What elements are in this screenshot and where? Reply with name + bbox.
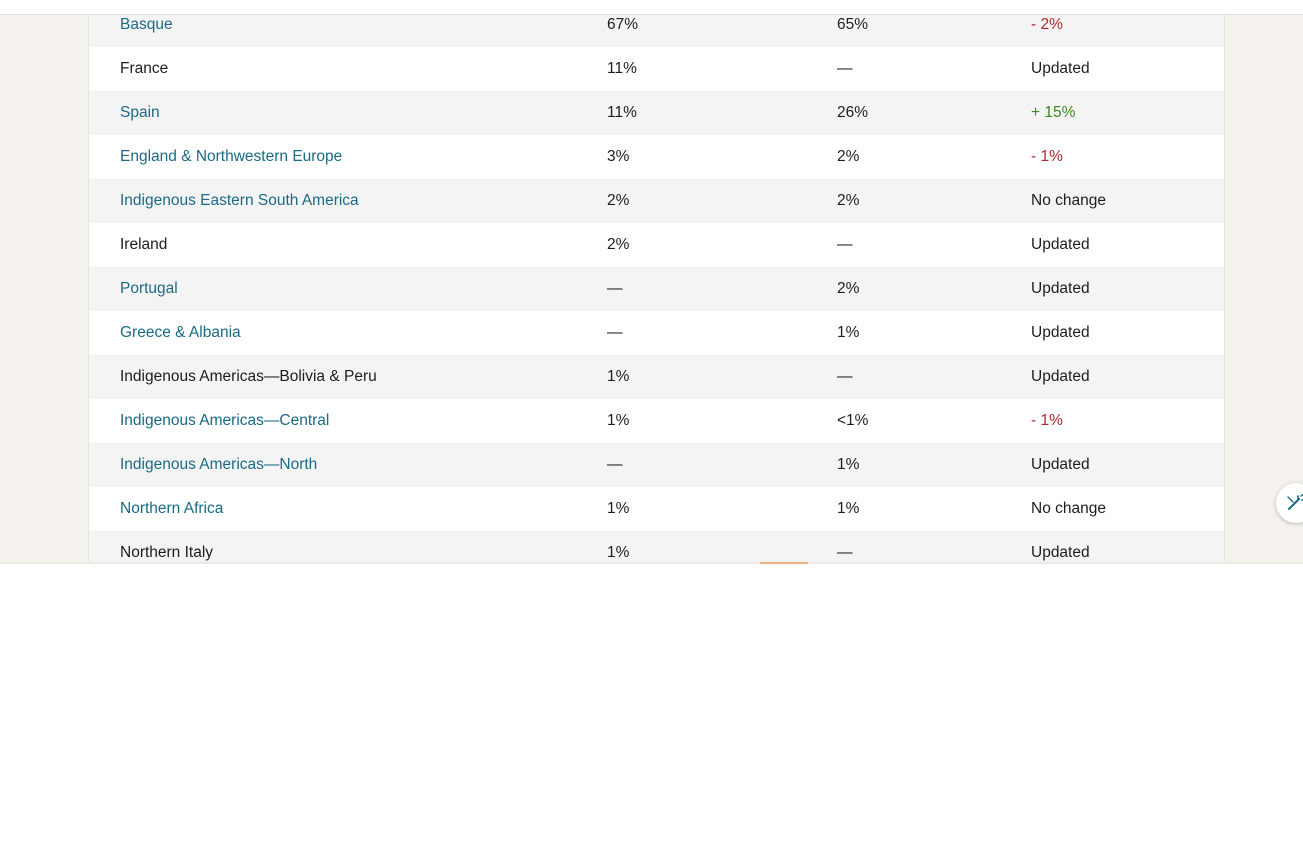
table-row: France 11% — Updated bbox=[89, 47, 1224, 91]
previous-estimate: 2% bbox=[607, 236, 630, 253]
change-indicator: Updated bbox=[1031, 544, 1090, 561]
table-row: Indigenous Eastern South America 2% 2% No c… bbox=[89, 179, 1224, 223]
table-row: Spain 11% 26% + 15% bbox=[89, 91, 1224, 135]
change-indicator: No change bbox=[1031, 192, 1106, 209]
ethnicity-comparison-table: Basque 67% 65% - 2% France 11% — Updated Spain 11… bbox=[88, 3, 1225, 563]
new-estimate: 2% bbox=[837, 192, 860, 209]
table-row: Indigenous Americas—Central 1% <1% - 1% bbox=[89, 399, 1224, 443]
table-row: England & Northwestern Europe 3% 2% - 1% bbox=[89, 135, 1224, 179]
previous-estimate: 1% bbox=[607, 544, 630, 561]
change-indicator: No change bbox=[1031, 500, 1106, 517]
region-link[interactable]: Greece & Albania bbox=[120, 324, 241, 341]
footer-strip bbox=[0, 562, 1303, 564]
table-row: Indigenous Americas—North — 1% Updated bbox=[89, 443, 1224, 487]
footer-accent bbox=[760, 562, 808, 564]
new-estimate: 2% bbox=[837, 280, 860, 297]
table-row: Northern Italy 1% — Updated bbox=[89, 531, 1224, 563]
table-row: Ireland 2% — Updated bbox=[89, 223, 1224, 267]
new-estimate: 65% bbox=[837, 16, 869, 33]
previous-estimate: — bbox=[607, 324, 623, 341]
previous-estimate: 1% bbox=[607, 368, 630, 385]
page-viewport: Basque 67% 65% - 2% France 11% — Updated Spain 11… bbox=[0, 0, 1303, 563]
change-indicator: Updated bbox=[1031, 236, 1090, 253]
region-link[interactable]: Indigenous Americas—Central bbox=[120, 412, 330, 429]
new-estimate: — bbox=[837, 236, 853, 253]
region-link[interactable]: England & Northwestern Europe bbox=[120, 148, 343, 165]
change-indicator: Updated bbox=[1031, 280, 1090, 297]
new-estimate: 1% bbox=[837, 456, 860, 473]
region-link[interactable]: Portugal bbox=[120, 280, 178, 297]
change-indicator: Updated bbox=[1031, 368, 1090, 385]
region-link[interactable]: Indigenous Eastern South America bbox=[120, 192, 359, 209]
magic-edit-button[interactable] bbox=[1276, 483, 1303, 523]
change-indicator: Updated bbox=[1031, 60, 1090, 77]
new-estimate: — bbox=[837, 60, 853, 77]
new-estimate: 1% bbox=[837, 500, 860, 517]
region-label: France bbox=[120, 60, 169, 77]
previous-estimate: 3% bbox=[607, 148, 630, 165]
region-link[interactable]: Indigenous Americas—North bbox=[120, 456, 318, 473]
previous-estimate: 11% bbox=[607, 104, 637, 121]
previous-estimate: — bbox=[607, 456, 623, 473]
region-label: Indigenous Americas—Bolivia & Peru bbox=[120, 368, 377, 385]
change-indicator: - 1% bbox=[1031, 412, 1063, 429]
change-indicator: - 2% bbox=[1031, 16, 1063, 33]
new-estimate: 1% bbox=[837, 324, 860, 341]
top-bar-edge bbox=[0, 0, 1303, 15]
table-row: Portugal — 2% Updated bbox=[89, 267, 1224, 311]
new-estimate: — bbox=[837, 544, 853, 561]
region-link[interactable]: Northern Africa bbox=[120, 500, 224, 517]
previous-estimate: — bbox=[607, 280, 623, 297]
table-row: Indigenous Americas—Bolivia & Peru 1% — Upd… bbox=[89, 355, 1224, 399]
new-estimate: <1% bbox=[837, 412, 869, 429]
change-indicator: Updated bbox=[1031, 324, 1090, 341]
change-indicator: + 15% bbox=[1031, 104, 1076, 121]
magic-wand-icon bbox=[1287, 494, 1303, 510]
new-estimate: 2% bbox=[837, 148, 860, 165]
region-link[interactable]: Spain bbox=[120, 104, 160, 121]
previous-estimate: 1% bbox=[607, 500, 630, 517]
region-link[interactable]: Basque bbox=[120, 16, 173, 33]
previous-estimate: 11% bbox=[607, 60, 637, 77]
change-indicator: - 1% bbox=[1031, 148, 1063, 165]
new-estimate: 26% bbox=[837, 104, 869, 121]
previous-estimate: 1% bbox=[607, 412, 630, 429]
table-row: Greece & Albania — 1% Updated bbox=[89, 311, 1224, 355]
table-body: Basque 67% 65% - 2% France 11% — Updated Spain 11… bbox=[89, 3, 1224, 563]
previous-estimate: 67% bbox=[607, 16, 639, 33]
region-label: Northern Italy bbox=[120, 544, 214, 561]
region-label: Ireland bbox=[120, 236, 168, 253]
new-estimate: — bbox=[837, 368, 853, 385]
change-indicator: Updated bbox=[1031, 456, 1090, 473]
table-row: Northern Africa 1% 1% No change bbox=[89, 487, 1224, 531]
previous-estimate: 2% bbox=[607, 192, 630, 209]
